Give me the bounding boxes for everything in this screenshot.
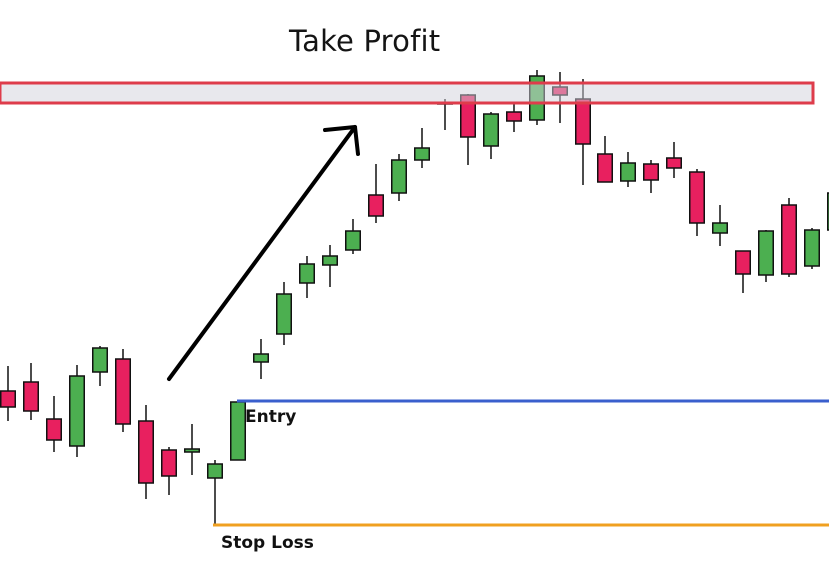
candle bbox=[207, 460, 223, 525]
candle bbox=[781, 198, 797, 277]
take-profit-title: Take Profit bbox=[289, 24, 441, 58]
candle bbox=[506, 104, 522, 132]
candle bbox=[460, 94, 476, 165]
candle bbox=[276, 282, 292, 345]
candle bbox=[758, 230, 774, 282]
candle bbox=[115, 349, 131, 432]
candle bbox=[804, 228, 820, 269]
candle bbox=[230, 401, 246, 461]
candle bbox=[483, 112, 499, 159]
stop-loss-label: Stop Loss bbox=[221, 533, 314, 553]
candle bbox=[368, 164, 384, 223]
trend-arrow-icon bbox=[167, 125, 360, 381]
levels-group bbox=[213, 399, 829, 527]
candle bbox=[735, 250, 751, 293]
take-profit-zone bbox=[0, 81, 815, 105]
candle bbox=[46, 396, 62, 452]
candle bbox=[322, 245, 338, 287]
candle bbox=[161, 447, 177, 495]
candles-group bbox=[0, 70, 829, 525]
candle bbox=[0, 366, 16, 421]
candle bbox=[299, 256, 315, 298]
candle bbox=[69, 365, 85, 457]
candle bbox=[23, 363, 39, 420]
candle bbox=[712, 205, 728, 246]
candle bbox=[620, 152, 636, 187]
candle bbox=[92, 346, 108, 386]
candle bbox=[184, 424, 200, 475]
candle bbox=[414, 128, 430, 168]
candle bbox=[345, 219, 361, 254]
candle bbox=[253, 339, 269, 379]
candle bbox=[666, 142, 682, 178]
candle bbox=[689, 169, 705, 236]
candle bbox=[391, 154, 407, 201]
candle bbox=[597, 136, 613, 183]
candle bbox=[827, 192, 829, 231]
candle bbox=[138, 405, 154, 499]
entry-label: Entry bbox=[245, 407, 297, 427]
candle bbox=[643, 160, 659, 193]
